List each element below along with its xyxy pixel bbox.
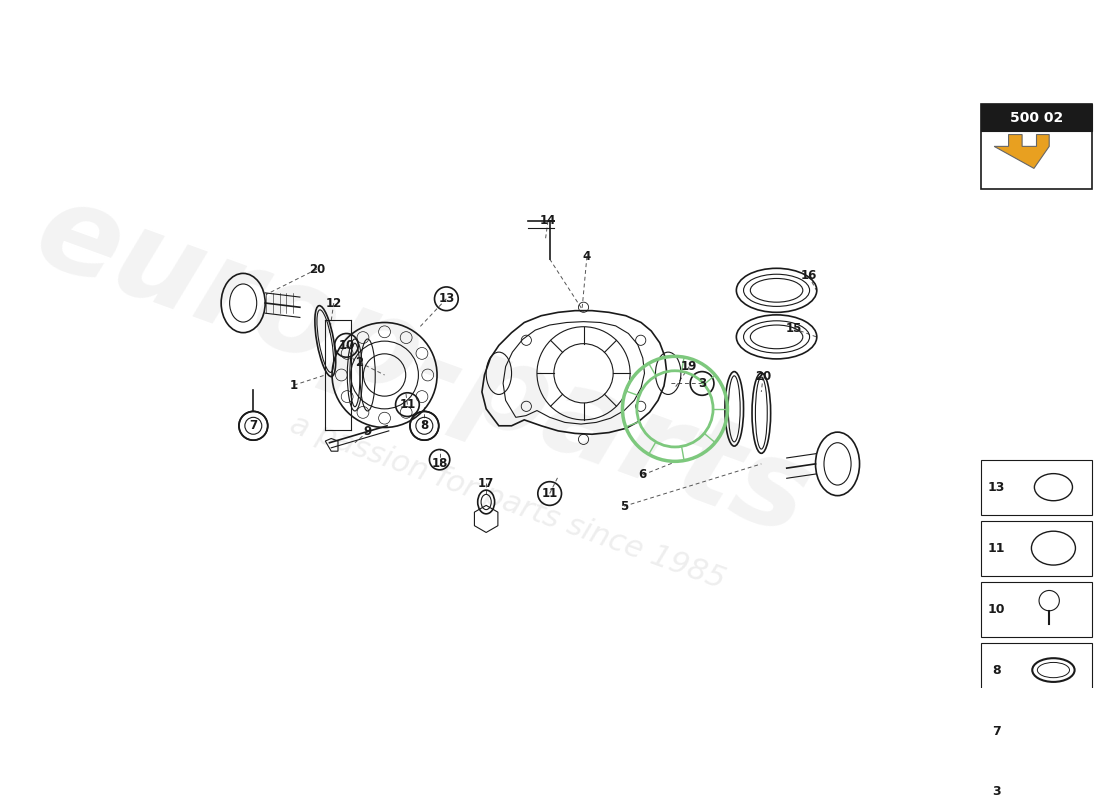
Text: 18: 18 [431,458,448,470]
Text: 3: 3 [992,786,1001,798]
Text: 19: 19 [681,360,697,373]
Text: 7: 7 [250,419,257,432]
Bar [981,104,1091,189]
Bar [981,765,1091,800]
Text: a passion for parts since 1985: a passion for parts since 1985 [286,410,729,594]
Text: 3: 3 [698,377,706,390]
Bar [981,582,1091,637]
Text: 4: 4 [583,250,591,263]
Bar [981,703,1091,758]
Text: 8: 8 [992,663,1001,677]
Text: 20: 20 [309,262,324,276]
Text: 15: 15 [785,322,802,335]
Bar [981,521,1091,576]
Text: 1: 1 [290,378,298,392]
Text: 11: 11 [988,542,1005,554]
Text: 2: 2 [355,356,363,369]
Text: 13: 13 [988,481,1005,494]
Polygon shape [994,134,1049,168]
Text: 9: 9 [363,426,372,438]
Text: europ-parts: europ-parts [20,172,825,561]
Bar [981,642,1091,698]
Bar [981,460,1091,514]
Text: 10: 10 [339,339,354,352]
Text: 13: 13 [438,292,454,306]
Text: 16: 16 [801,270,817,282]
Text: 12: 12 [326,297,342,310]
Bar [981,104,1091,131]
Text: 6: 6 [639,468,647,482]
Text: 10: 10 [988,602,1005,615]
Text: 500 02: 500 02 [1010,110,1063,125]
Text: 8: 8 [420,419,429,432]
Text: 17: 17 [478,477,494,490]
Text: 11: 11 [399,398,416,411]
Text: 5: 5 [620,500,628,513]
Text: 7: 7 [992,725,1001,738]
Text: 20: 20 [755,370,771,383]
Text: 11: 11 [541,487,558,500]
Text: 14: 14 [540,214,557,227]
